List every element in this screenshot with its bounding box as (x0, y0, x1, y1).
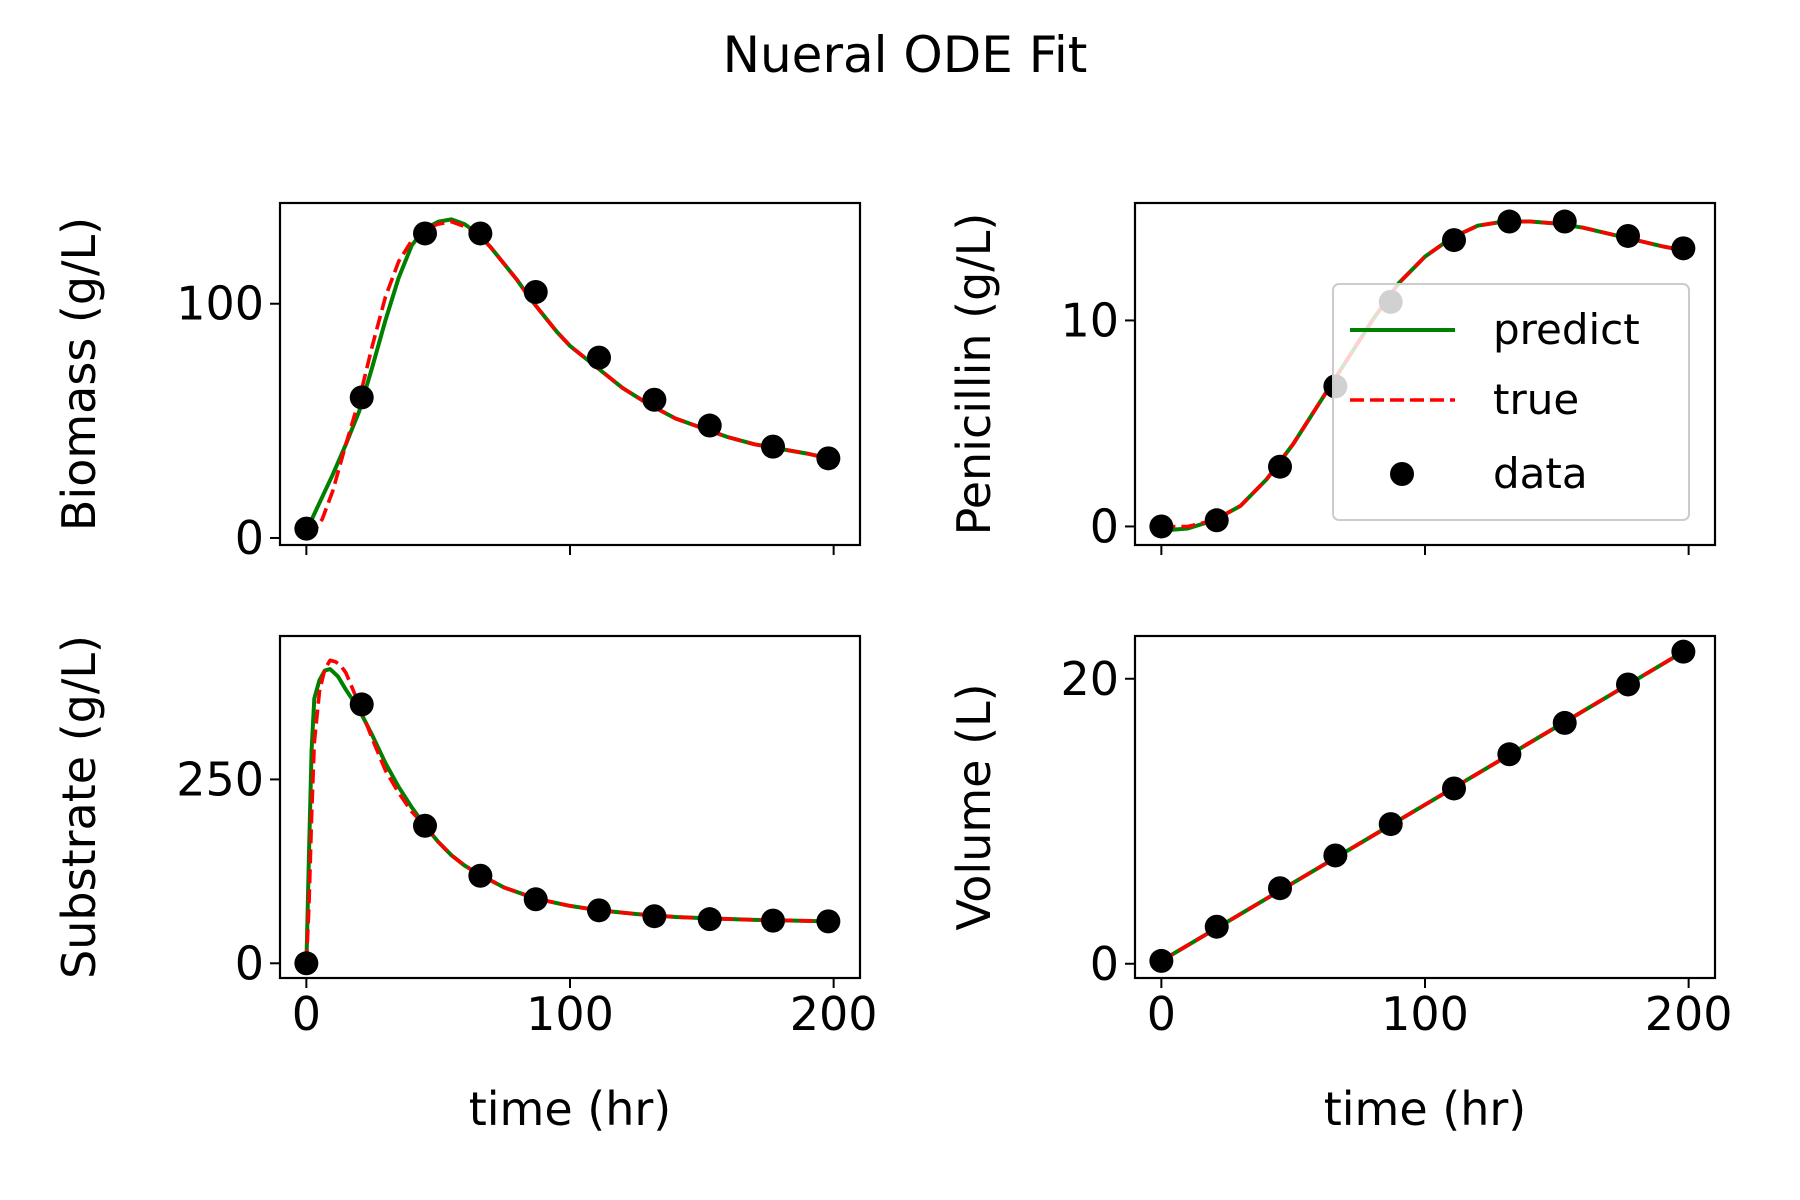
penicillin-y-tick-label: 10 (1060, 293, 1119, 347)
penicillin-data-point (1497, 209, 1522, 234)
substrate-data-point (816, 909, 841, 934)
volume-data-point (1616, 672, 1640, 697)
legend: predict true data (1332, 283, 1690, 521)
volume-x-tick-label: 0 (1147, 987, 1176, 1041)
substrate-data-point (413, 813, 437, 838)
volume-y-tick-label: 0 (1090, 937, 1119, 991)
volume-series (1160, 649, 1685, 963)
penicillin-data-point (1268, 454, 1292, 479)
legend-data-swatch (1390, 462, 1414, 486)
biomass-data-point (816, 446, 841, 471)
volume-data-point (1671, 639, 1696, 664)
volume-data-point (1378, 812, 1403, 837)
penicillin-data-point (1552, 209, 1577, 234)
penicillin-y-axis-label: Penicillin (g/L) (947, 213, 1001, 536)
substrate-data-point (761, 908, 785, 933)
substrate-data-point (294, 951, 319, 976)
volume-data-point (1497, 742, 1522, 767)
volume-y-tick-label: 20 (1060, 652, 1119, 706)
biomass-data-point (761, 434, 785, 459)
substrate-data-point (468, 863, 493, 888)
biomass-data-point (413, 221, 437, 246)
substrate-x-tick-label: 100 (526, 987, 614, 1041)
substrate-data-point (587, 898, 611, 923)
volume-data-point (1323, 843, 1348, 868)
biomass-y-tick-label: 0 (235, 511, 264, 565)
volume-data-point (1204, 914, 1229, 939)
biomass-data-point (587, 345, 611, 370)
substrate-series (304, 658, 829, 964)
substrate-x-tick-label: 200 (790, 987, 878, 1041)
penicillin-series (1161, 219, 1684, 533)
legend-box (1332, 283, 1690, 521)
biomass-data-point (294, 516, 319, 541)
substrate-x-axis-label: time (hr) (469, 1082, 672, 1136)
penicillin-data-point (1616, 223, 1640, 248)
penicillin-data-point (1204, 508, 1229, 533)
volume-true-line (1160, 650, 1685, 963)
biomass-data-point (642, 387, 667, 412)
biomass-y-axis-label: Biomass (g/L) (52, 217, 106, 531)
biomass-y-tick-label: 100 (176, 277, 264, 331)
figure-title: Nueral ODE Fit (723, 26, 1088, 84)
legend-label: data (1493, 449, 1588, 498)
volume-y-axis-label: Volume (L) (947, 683, 1001, 930)
substrate-x-tick-label: 0 (292, 987, 321, 1041)
volume-data-point (1552, 710, 1577, 735)
biomass-data-point (468, 221, 493, 246)
legend-label: predict (1493, 305, 1640, 354)
substrate-data-point (697, 907, 722, 932)
biomass-series (304, 217, 829, 536)
penicillin-data-point (1149, 514, 1174, 539)
biomass-data-point (697, 413, 722, 438)
substrate-panel: 0 100 200 0 250 Substrate (g/L) time (hr) (52, 634, 878, 1136)
penicillin-true-line (1161, 219, 1684, 529)
biomass-predict-line (304, 217, 829, 532)
volume-x-tick-label: 200 (1645, 987, 1733, 1041)
substrate-y-tick-label: 250 (176, 752, 264, 806)
volume-data-point (1442, 776, 1466, 801)
biomass-axes-frame (278, 201, 862, 547)
substrate-y-axis-label: Substrate (g/L) (52, 635, 106, 979)
substrate-y-tick-label: 0 (235, 936, 264, 990)
penicillin-data-point (1442, 228, 1466, 253)
legend-label: true (1493, 375, 1579, 424)
biomass-panel: 0 100 Biomass (g/L) (52, 201, 862, 565)
penicillin-y-tick-label: 0 (1090, 499, 1119, 553)
biomass-data-point (349, 385, 374, 410)
substrate-data-point (642, 904, 667, 929)
volume-x-tick-label: 100 (1381, 987, 1469, 1041)
volume-data-point (1149, 948, 1174, 973)
biomass-true-line (305, 219, 829, 536)
volume-panel: 0 100 200 0 20 Volume (L) time (hr) (947, 634, 1733, 1136)
substrate-data-point (523, 887, 548, 912)
substrate-data-point (349, 692, 374, 717)
volume-data-point (1268, 876, 1292, 901)
volume-x-axis-label: time (hr) (1324, 1082, 1527, 1136)
biomass-data-point (523, 280, 548, 305)
penicillin-data-point (1671, 236, 1696, 261)
